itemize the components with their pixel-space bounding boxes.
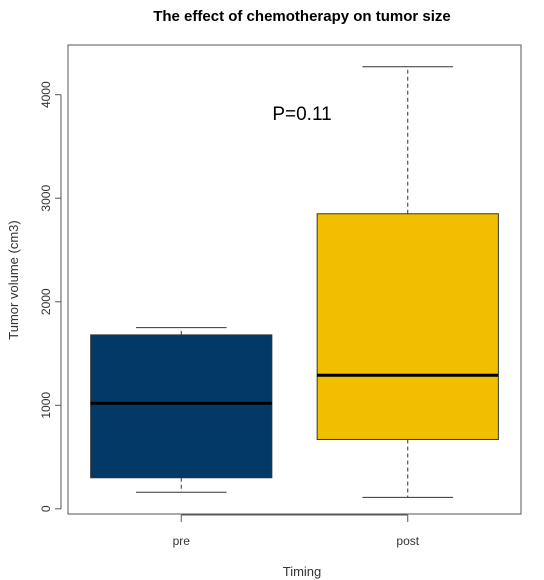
y-tick-label: 2000 <box>39 288 53 315</box>
y-tick-label: 1000 <box>39 392 53 419</box>
y-tick-label: 0 <box>39 505 53 512</box>
box-pre <box>90 327 273 493</box>
x-axis: pre post <box>173 514 420 548</box>
y-tick-label: 4000 <box>39 81 53 108</box>
x-axis-label: Timing <box>283 564 322 579</box>
iqr-box <box>90 334 273 479</box>
box-post <box>316 66 499 498</box>
boxes <box>90 66 499 498</box>
y-axis: 0 1000 2000 3000 4000 <box>39 81 62 512</box>
plot-frame <box>67 44 522 515</box>
y-axis-label: Tumor volume (cm3) <box>6 220 21 339</box>
x-tick-label: pre <box>173 534 191 548</box>
y-tick-label: 3000 <box>39 185 53 212</box>
p-value-annotation: P=0.11 <box>272 104 331 125</box>
iqr-box <box>316 213 499 440</box>
x-tick-label: post <box>396 534 419 548</box>
chart-title: The effect of chemotherapy on tumor size <box>153 8 451 25</box>
